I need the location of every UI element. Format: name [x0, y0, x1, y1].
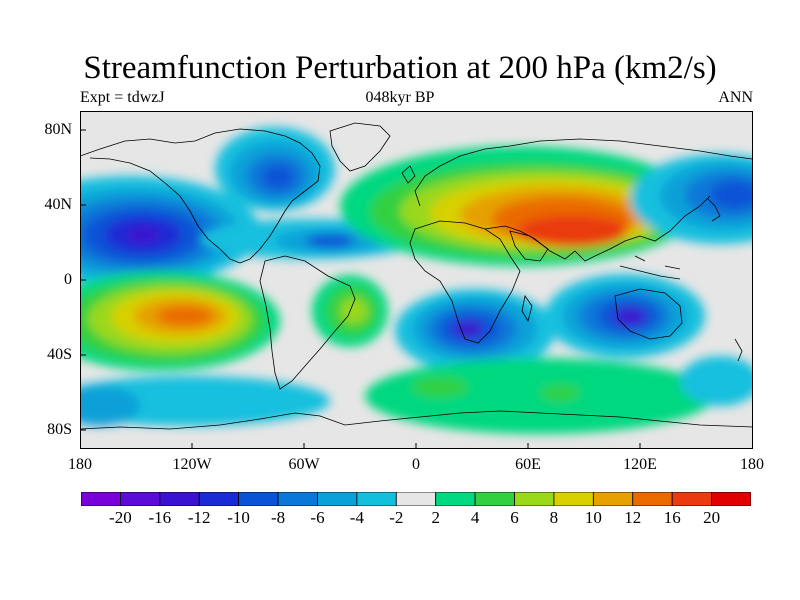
colorbar-label: 2 — [431, 508, 440, 527]
south-america-coast — [259, 255, 356, 390]
eurasia-high — [340, 146, 700, 266]
greenland-coast — [329, 122, 391, 172]
colorbar-swatches — [81, 492, 751, 506]
indonesia-coast — [619, 255, 681, 280]
colorbar-label: -4 — [349, 508, 364, 527]
colorbar-label: 4 — [470, 508, 480, 527]
lat-label-80n: 80N — [44, 121, 72, 138]
australia-low — [545, 274, 705, 358]
colorbar-label: -20 — [109, 508, 132, 527]
lon-label-0: 0 — [412, 456, 420, 473]
lon-label-120e: 120E — [623, 456, 657, 473]
north-pacific-low — [80, 176, 260, 286]
colorbar-swatch — [120, 492, 161, 506]
japan-coast — [707, 198, 721, 222]
colorbar-swatch — [671, 492, 712, 506]
colorbar-label: 8 — [549, 508, 559, 527]
colorbar — [81, 492, 751, 506]
lon-label-60e: 60E — [515, 456, 541, 473]
colorbar-swatch — [514, 492, 555, 506]
lat-label-0: 0 — [64, 271, 72, 288]
coastlines — [80, 122, 753, 430]
colorbar-label: 12 — [624, 508, 642, 527]
south-africa-low — [395, 289, 555, 373]
colorbar-swatch — [317, 492, 358, 506]
colorbar-label: -16 — [148, 508, 172, 527]
colorbar-label: -8 — [271, 508, 286, 527]
colorbar-swatch — [474, 492, 515, 506]
colorbar-swatch — [435, 492, 476, 506]
lon-label-180w: 180 — [68, 456, 92, 473]
colorbar-swatch — [238, 492, 279, 506]
map-panel — [80, 111, 753, 449]
lat-label-40s: 40S — [47, 346, 72, 363]
southeast-pacific-low — [80, 376, 330, 426]
britain-coast — [401, 165, 416, 184]
period-label: 048kyr BP — [365, 89, 435, 106]
eurasia-coast — [414, 138, 753, 207]
arabia-coast — [509, 230, 549, 262]
colorbar-label: 6 — [510, 508, 519, 527]
north-america-coast — [80, 128, 321, 264]
colorbar-label: 10 — [584, 508, 602, 527]
colorbar-label: -6 — [310, 508, 325, 527]
lat-label-40n: 40N — [44, 196, 72, 213]
colorbar-swatch — [277, 492, 318, 506]
colorbar-label: 20 — [703, 508, 721, 527]
australia-coast — [614, 288, 683, 340]
plot-title: Streamfunction Perturbation at 200 hPa (… — [83, 50, 717, 86]
colorbar-swatch — [711, 492, 751, 506]
colorbar-label: 16 — [663, 508, 681, 527]
atlantic-band — [200, 219, 420, 259]
south-pacific-high — [80, 271, 280, 371]
streamfunction-field — [80, 127, 753, 434]
madagascar-coast — [521, 295, 533, 323]
lon-label-60w: 60W — [288, 456, 320, 473]
axis-ticks — [80, 129, 641, 449]
colorbar-label: -12 — [187, 508, 211, 527]
contour-map — [80, 111, 753, 449]
colorbar-swatch — [81, 492, 121, 506]
lon-label-180e: 180 — [740, 456, 764, 473]
antarctica-coast — [80, 410, 753, 430]
colorbar-label: -2 — [389, 508, 404, 527]
colorbar-swatch — [356, 492, 397, 506]
colorbar-swatch — [395, 492, 437, 506]
colorbar-swatch — [159, 492, 200, 506]
lon-label-120w: 120W — [172, 456, 212, 473]
colorbar-swatch — [553, 492, 594, 506]
colorbar-label: -10 — [227, 508, 250, 527]
experiment-label: Expt = tdwzJ — [80, 89, 165, 106]
lat-label-80s: 80S — [47, 421, 72, 438]
colorbar-swatch — [592, 492, 634, 506]
southern-ocean-band — [365, 356, 753, 434]
colorbar-swatch — [632, 492, 673, 506]
colorbar-swatch — [198, 492, 240, 506]
new-zealand-coast — [734, 338, 743, 362]
canada-low — [215, 127, 335, 211]
season-label: ANN — [718, 89, 753, 106]
west-pacific-low — [630, 154, 753, 244]
